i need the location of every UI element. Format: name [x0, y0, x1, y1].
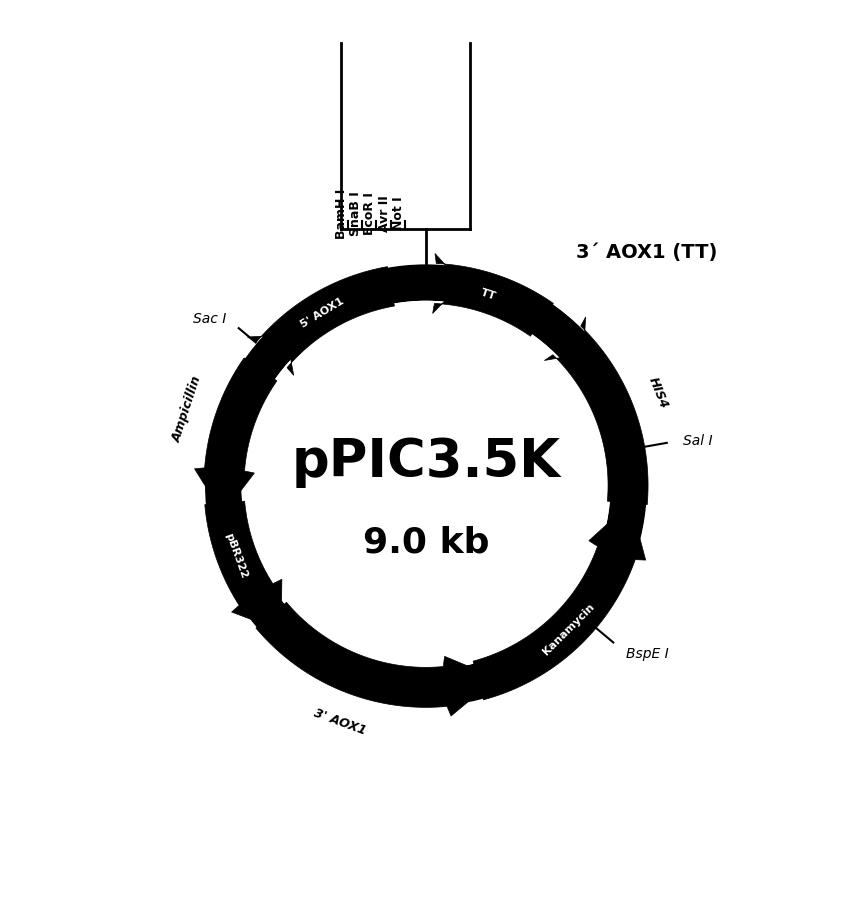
Text: Avr II: Avr II [377, 195, 390, 231]
Text: SnaB I: SnaB I [349, 191, 362, 236]
Polygon shape [544, 318, 648, 505]
Text: HIS4: HIS4 [646, 374, 671, 410]
Text: Ampicillin: Ampicillin [171, 374, 204, 444]
Text: BamH I: BamH I [335, 189, 348, 239]
Circle shape [204, 264, 648, 708]
Text: pBR322: pBR322 [223, 530, 249, 579]
Text: EcoR I: EcoR I [364, 192, 377, 235]
Polygon shape [248, 267, 394, 376]
Text: 3' AOX1: 3' AOX1 [313, 705, 368, 736]
Text: 9.0 kb: 9.0 kb [363, 526, 489, 559]
Text: Kanamycin: Kanamycin [541, 601, 596, 656]
Text: pPIC3.5K: pPIC3.5K [291, 435, 561, 487]
Text: 3´ AOX1 (TT): 3´ AOX1 (TT) [576, 242, 717, 261]
Polygon shape [206, 266, 646, 706]
Text: TT: TT [480, 287, 498, 301]
Circle shape [242, 302, 610, 670]
Circle shape [242, 302, 610, 670]
Polygon shape [256, 603, 497, 716]
Polygon shape [473, 503, 646, 700]
Text: 5' AOX1: 5' AOX1 [298, 296, 345, 330]
Text: Sal I: Sal I [682, 434, 712, 447]
Text: Sac I: Sac I [193, 312, 227, 325]
Polygon shape [204, 502, 282, 631]
Text: Not I: Not I [392, 197, 405, 230]
Polygon shape [194, 359, 277, 515]
Polygon shape [433, 254, 553, 337]
Text: BspE I: BspE I [625, 646, 669, 660]
